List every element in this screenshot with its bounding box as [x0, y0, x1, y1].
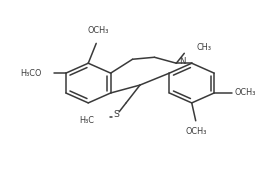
Text: S: S	[113, 110, 119, 119]
Text: N: N	[179, 57, 186, 66]
Text: CH₃: CH₃	[196, 43, 211, 52]
Text: OCH₃: OCH₃	[185, 127, 206, 136]
Text: H₃CO: H₃CO	[21, 69, 42, 78]
Text: H₃C: H₃C	[79, 116, 94, 125]
Text: OCH₃: OCH₃	[234, 89, 255, 98]
Text: OCH₃: OCH₃	[88, 26, 109, 36]
